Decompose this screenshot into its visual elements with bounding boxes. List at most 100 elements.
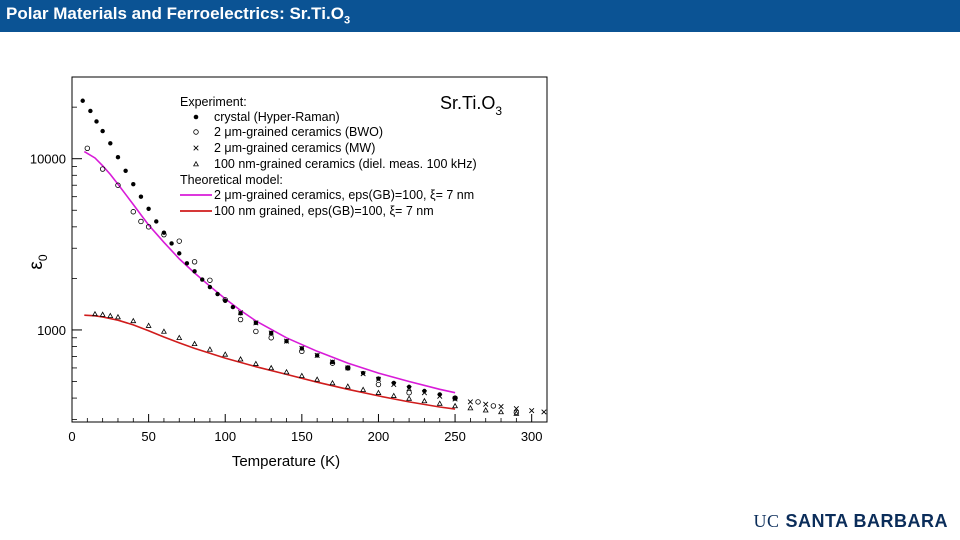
data-point [145, 322, 152, 328]
data-point [176, 238, 182, 244]
data-point [145, 224, 152, 230]
data-point [329, 360, 336, 366]
data-point [161, 231, 167, 238]
data-point [475, 399, 481, 405]
y-axis-label: ε0 [26, 254, 50, 269]
data-point [146, 206, 151, 211]
data-point [191, 340, 198, 347]
data-point [115, 182, 121, 188]
data-point [115, 155, 121, 160]
data-point [237, 316, 244, 323]
data-point [206, 346, 213, 352]
x-tick-label: 0 [68, 429, 75, 444]
x-axis-label: Temperature (K) [232, 453, 340, 470]
data-point [268, 364, 275, 371]
legend-entry-label: 100 nm-grained ceramics (diel. meas. 100… [214, 157, 477, 171]
data-point [375, 381, 382, 388]
title-bar: Polar Materials and Ferroelectrics: Sr.T… [0, 0, 960, 32]
data-point [283, 338, 290, 344]
chart-axes: 0 50 100 150 200 250 300 1000 10000 [30, 106, 543, 444]
theory-curve [83, 150, 456, 394]
data-point [329, 359, 336, 365]
data-point [391, 380, 396, 386]
data-point [191, 259, 198, 265]
x-tick-label: 250 [444, 429, 466, 444]
data-point [215, 291, 220, 297]
data-point [177, 251, 182, 256]
y-axis-label-main: ε [26, 261, 47, 270]
data-point [80, 98, 85, 103]
legend-experiment-header: Experiment: [180, 95, 247, 109]
data-point [88, 108, 93, 114]
data-point [253, 328, 259, 335]
data-point [390, 392, 397, 398]
data-point [283, 368, 290, 375]
data-point [541, 409, 547, 415]
data-point [100, 128, 105, 134]
data-point [184, 261, 190, 266]
legend-entry-label: 2 μm-grained ceramics, eps(GB)=100, ξ= 7… [214, 188, 474, 202]
data-point [421, 390, 428, 396]
data-point [360, 371, 366, 377]
data-point [94, 119, 99, 124]
data-point [123, 168, 128, 173]
data-point [498, 403, 504, 410]
data-point [329, 379, 336, 386]
inset-label-subscript: 3 [495, 104, 502, 118]
data-point [192, 269, 197, 274]
inset-label-main: Sr.Ti.O [440, 93, 495, 113]
inset-label: Sr.Ti.O3 [440, 93, 502, 118]
data-point [114, 313, 121, 320]
x-tick-label: 300 [521, 429, 543, 444]
data-point [230, 304, 236, 310]
data-point [467, 404, 474, 411]
data-point [298, 372, 305, 379]
data-point [84, 145, 91, 152]
data-point [268, 330, 274, 336]
y-tick-label: 1000 [37, 323, 66, 338]
data-point [421, 397, 428, 404]
data-point [107, 312, 114, 319]
legend-marker [193, 145, 199, 151]
data-point [222, 351, 229, 357]
data-point [467, 399, 474, 405]
data-point [169, 241, 174, 246]
data-point [452, 395, 458, 401]
data-point [498, 408, 505, 415]
ucsb-logo: UC SANTA BARBARA [753, 511, 948, 532]
data-point [406, 385, 412, 392]
legend-entry-label: 2 μm-grained ceramics (MW) [214, 141, 375, 155]
data-point [529, 407, 535, 414]
data-point [452, 396, 458, 402]
x-tick-label: 150 [291, 429, 313, 444]
slide-title-subscript: 3 [343, 14, 351, 27]
chart-legend: Experiment:crystal (Hyper-Raman)2 μm-gra… [180, 95, 477, 218]
data-point [482, 407, 489, 413]
data-point [483, 401, 489, 407]
data-point [207, 277, 213, 283]
data-point [160, 328, 167, 334]
data-point [513, 406, 519, 412]
data-point [268, 335, 274, 341]
data-point [237, 356, 244, 362]
data-point [207, 284, 213, 290]
legend-theory-header: Theoretical model: [180, 173, 283, 187]
y-axis-label-subscript: 0 [36, 254, 50, 261]
data-point [130, 209, 136, 215]
data-point [314, 352, 320, 359]
data-point [222, 297, 228, 303]
data-point [452, 402, 459, 409]
legend-marker [193, 129, 199, 135]
data-point [99, 166, 106, 172]
data-point [436, 400, 443, 406]
data-point [314, 376, 321, 382]
data-point [154, 219, 159, 224]
data-point [490, 403, 497, 409]
data-point [176, 334, 183, 341]
data-point [252, 360, 259, 366]
data-point [406, 390, 412, 396]
data-point [360, 386, 367, 392]
data-point [375, 376, 382, 382]
data-point [131, 181, 136, 187]
data-point [406, 395, 413, 401]
